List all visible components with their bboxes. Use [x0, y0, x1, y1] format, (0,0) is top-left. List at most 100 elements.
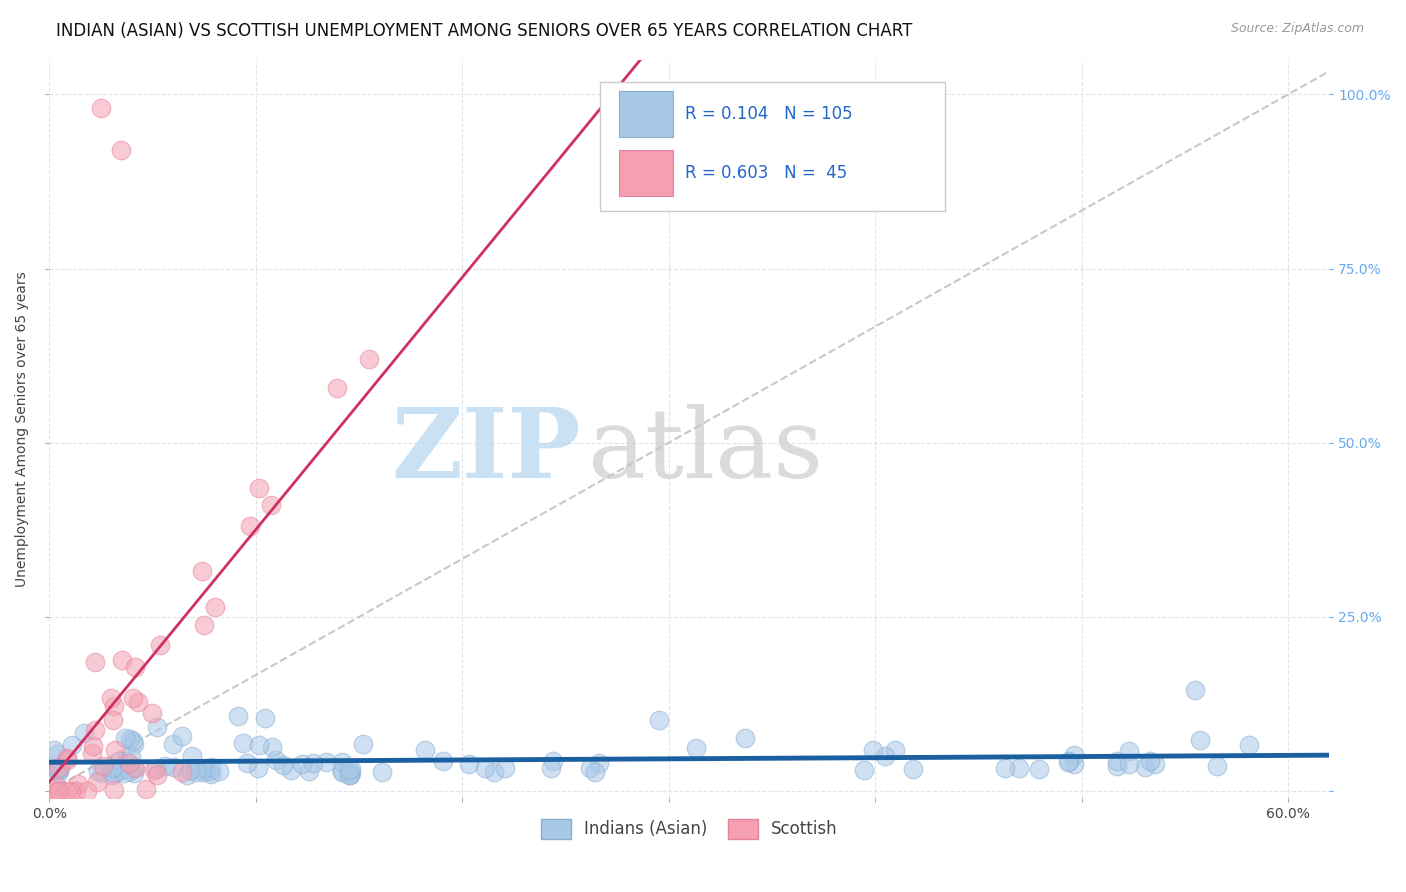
Point	[56, 784, 79, 798]
Point	[107, 764, 129, 779]
Point	[332, 756, 354, 770]
Point	[1063, 748, 1085, 763]
Point	[122, 737, 145, 751]
Point	[302, 756, 325, 771]
Point	[1184, 683, 1206, 698]
Point	[91, 765, 114, 780]
Point	[181, 748, 204, 763]
Point	[42, 742, 65, 756]
Point	[413, 743, 436, 757]
Point	[647, 713, 669, 727]
Point	[579, 761, 602, 775]
Point	[179, 764, 201, 778]
Point	[339, 768, 361, 782]
Point	[56, 753, 79, 767]
Point	[124, 659, 146, 673]
Text: Source: ZipAtlas.com: Source: ZipAtlas.com	[1230, 22, 1364, 36]
Point	[172, 764, 194, 779]
Point	[337, 763, 360, 777]
Point	[194, 761, 217, 775]
Point	[1105, 759, 1128, 773]
Point	[101, 761, 124, 775]
Point	[124, 761, 146, 775]
Point	[226, 708, 249, 723]
Point	[232, 736, 254, 750]
Point	[155, 759, 177, 773]
Point	[193, 765, 215, 780]
Point	[494, 761, 516, 775]
Point	[352, 737, 374, 751]
Point	[121, 691, 143, 706]
Point	[76, 784, 98, 798]
Point	[685, 741, 707, 756]
FancyBboxPatch shape	[619, 151, 672, 196]
Point	[110, 143, 132, 157]
Point	[1143, 756, 1166, 771]
Point	[73, 726, 96, 740]
Point	[359, 352, 381, 367]
Point	[330, 764, 353, 779]
Point	[108, 764, 131, 778]
Point	[100, 690, 122, 705]
Point	[86, 774, 108, 789]
Point	[66, 777, 89, 791]
Point	[291, 756, 314, 771]
Point	[141, 706, 163, 720]
Point	[101, 768, 124, 782]
Point	[101, 713, 124, 727]
Point	[1063, 756, 1085, 771]
Point	[90, 101, 112, 115]
Point	[260, 740, 283, 755]
Point	[484, 765, 506, 780]
FancyBboxPatch shape	[599, 82, 945, 211]
Point	[994, 761, 1017, 775]
Point	[432, 754, 454, 768]
Point	[200, 760, 222, 774]
Point	[176, 768, 198, 782]
Point	[254, 711, 277, 725]
Point	[103, 766, 125, 780]
Point	[247, 738, 270, 752]
Point	[280, 764, 302, 778]
Point	[337, 767, 360, 781]
Point	[1188, 733, 1211, 747]
Point	[875, 749, 897, 764]
Point	[1105, 754, 1128, 768]
Point	[198, 764, 221, 778]
Text: ZIP: ZIP	[391, 404, 581, 498]
Point	[145, 720, 167, 734]
Point	[48, 764, 70, 778]
Point	[1237, 739, 1260, 753]
Point	[186, 762, 208, 776]
Point	[541, 754, 564, 768]
Point	[114, 731, 136, 745]
Point	[46, 784, 69, 798]
Text: INDIAN (ASIAN) VS SCOTTISH UNEMPLOYMENT AMONG SENIORS OVER 65 YEARS CORRELATION : INDIAN (ASIAN) VS SCOTTISH UNEMPLOYMENT …	[56, 22, 912, 40]
Point	[65, 784, 87, 798]
Point	[884, 743, 907, 757]
Point	[247, 481, 270, 495]
Point	[1139, 755, 1161, 769]
Point	[339, 765, 361, 780]
Point	[120, 749, 142, 764]
Legend: Indians (Asian), Scottish: Indians (Asian), Scottish	[534, 813, 844, 846]
Point	[540, 761, 562, 775]
Point	[583, 764, 606, 779]
Point	[122, 766, 145, 780]
Point	[110, 762, 132, 776]
Point	[122, 760, 145, 774]
Point	[458, 757, 481, 772]
Point	[186, 765, 208, 780]
Point	[56, 751, 79, 765]
Point	[112, 765, 135, 780]
Point	[145, 762, 167, 776]
Point	[118, 731, 141, 746]
Point	[59, 784, 82, 798]
Point	[236, 756, 259, 771]
Point	[149, 638, 172, 652]
Point	[114, 754, 136, 768]
Point	[1118, 744, 1140, 758]
Point	[170, 729, 193, 743]
Point	[734, 731, 756, 745]
Point	[45, 784, 67, 798]
